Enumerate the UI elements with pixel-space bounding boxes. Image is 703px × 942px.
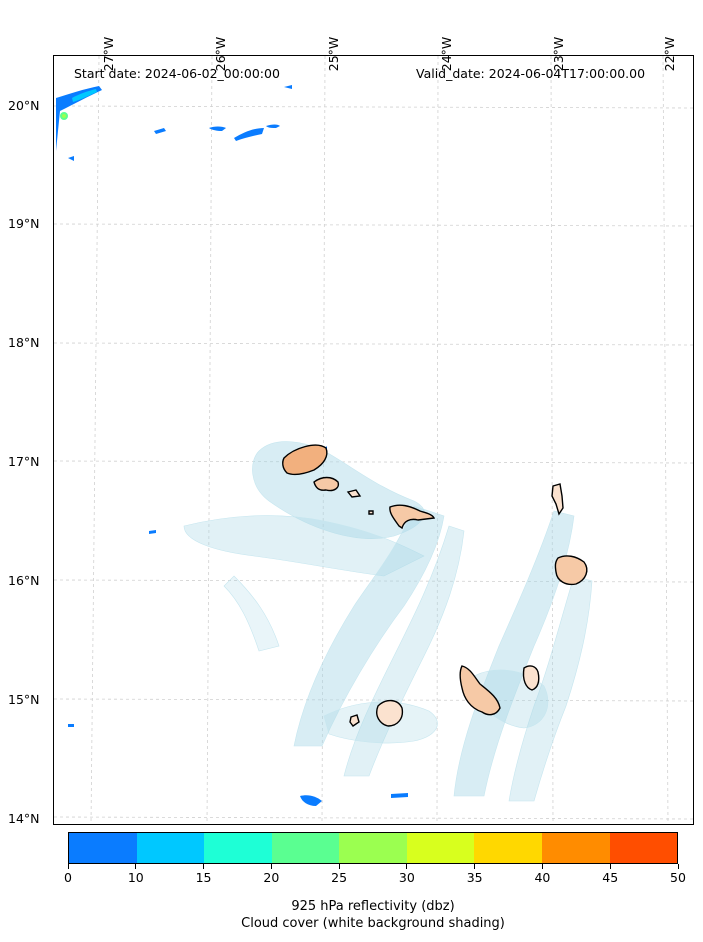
colorbar-tick-label: 25 — [331, 870, 348, 885]
colorbar-tick — [203, 864, 205, 869]
island-raso — [368, 510, 374, 515]
colorbar-tick — [474, 864, 476, 869]
colorbar-tick — [338, 864, 340, 869]
lat-tick-label: 18°N — [8, 335, 40, 350]
island-santo-antao — [282, 444, 328, 476]
colorbar-segment — [271, 833, 340, 863]
cloud-cover-shading — [183, 441, 593, 802]
lon-tick-label: 27°W — [101, 36, 116, 72]
colorbar-tick-label: 45 — [602, 870, 619, 885]
colorbar-tick-label: 0 — [64, 870, 72, 885]
colorbar-tick-label: 10 — [127, 870, 144, 885]
island-santiago — [459, 665, 501, 716]
colorbar-tick-label: 15 — [195, 870, 212, 885]
colorbar-tick — [677, 864, 679, 869]
colorbar-segment — [339, 833, 407, 863]
lat-tick-label: 14°N — [8, 811, 40, 826]
colorbar-tick — [135, 864, 137, 869]
colorbar-label: 925 hPa reflectivity (dbz) — [291, 899, 455, 914]
colorbar-tick-label: 40 — [534, 870, 551, 885]
island-boa-vista — [554, 555, 588, 586]
colorbar-tick — [541, 864, 543, 869]
colorbar — [68, 832, 678, 864]
colorbar-tick — [270, 864, 272, 869]
island-outlines — [282, 444, 588, 727]
valid-date-label: Valid_date: 2024-06-04T17:00:00.00 — [416, 66, 646, 81]
island-fogo — [376, 699, 404, 727]
colorbar-sublabel: Cloud cover (white background shading) — [241, 916, 505, 931]
lat-tick-label: 17°N — [8, 454, 40, 469]
colorbar-tick — [67, 864, 69, 869]
gridlines — [53, 55, 694, 825]
lon-tick-label: 25°W — [326, 36, 341, 72]
lat-tick-label: 15°N — [8, 692, 40, 707]
island-maio — [522, 665, 540, 691]
lat-tick-label: 16°N — [8, 573, 40, 588]
colorbar-tick — [406, 864, 408, 869]
island-sao-nicolau — [389, 504, 436, 530]
map-frame — [53, 55, 694, 825]
island-sao-vicente — [313, 476, 340, 492]
lon-tick-label: 22°W — [662, 36, 677, 72]
colorbar-tick — [609, 864, 611, 869]
colorbar-tick-label: 30 — [398, 870, 415, 885]
colorbar-segment — [474, 833, 542, 863]
colorbar-segment — [69, 833, 137, 863]
colorbar-tick-label: 20 — [263, 870, 280, 885]
reflectivity-field — [56, 85, 408, 806]
colorbar-segment — [204, 833, 272, 863]
lat-tick-label: 20°N — [8, 98, 40, 113]
colorbar-tick-label: 35 — [466, 870, 483, 885]
colorbar-tick-label: 50 — [670, 870, 686, 885]
colorbar-segment — [136, 833, 205, 863]
island-brava — [349, 714, 360, 727]
island-sal — [551, 483, 564, 516]
colorbar-segment — [406, 833, 475, 863]
island-santa-luzia — [346, 489, 362, 498]
colorbar-segment — [609, 833, 678, 863]
colorbar-segment — [541, 833, 610, 863]
start-date-label: Start date: 2024-06-02_00:00:00 — [74, 66, 280, 81]
lon-tick-label: 26°W — [213, 36, 228, 72]
lon-tick-label: 23°W — [551, 36, 566, 72]
lon-tick-label: 24°W — [439, 36, 454, 72]
lat-tick-label: 19°N — [8, 216, 40, 231]
map-canvas — [53, 55, 694, 825]
